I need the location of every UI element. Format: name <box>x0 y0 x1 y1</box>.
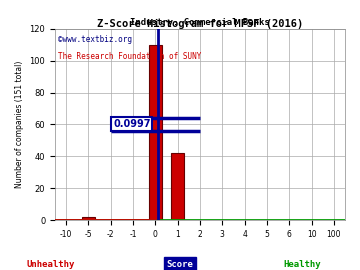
Text: Score: Score <box>167 260 193 269</box>
Text: Industry: Commercial Banks: Industry: Commercial Banks <box>130 18 270 27</box>
Title: Z-Score Histogram for MFSF (2016): Z-Score Histogram for MFSF (2016) <box>97 19 303 29</box>
Y-axis label: Number of companies (151 total): Number of companies (151 total) <box>15 61 24 188</box>
Bar <box>149 45 162 220</box>
Text: 0.0997: 0.0997 <box>113 119 150 129</box>
Bar <box>171 153 184 220</box>
Text: The Research Foundation of SUNY: The Research Foundation of SUNY <box>58 52 201 61</box>
Bar <box>82 217 95 220</box>
Text: Unhealthy: Unhealthy <box>26 260 75 269</box>
Text: ©www.textbiz.org: ©www.textbiz.org <box>58 35 132 43</box>
Text: Healthy: Healthy <box>284 260 321 269</box>
